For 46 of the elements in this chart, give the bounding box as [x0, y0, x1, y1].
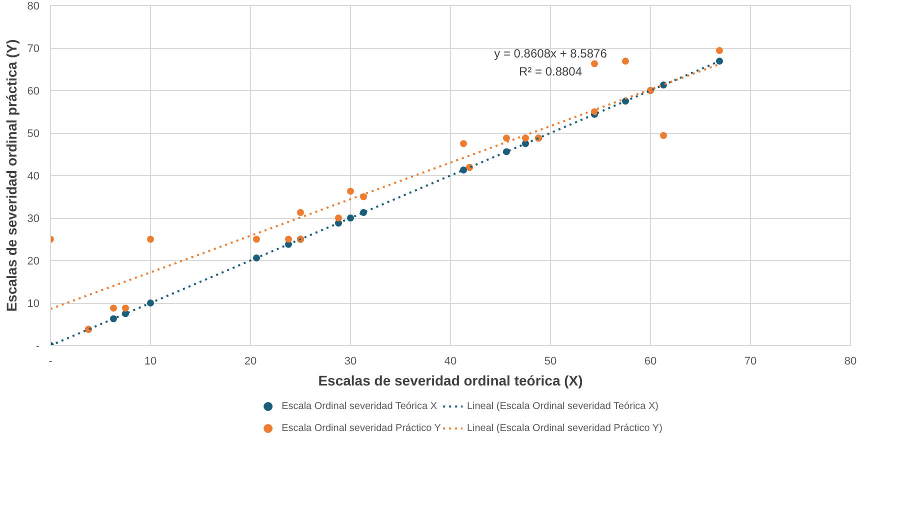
point [522, 134, 529, 142]
point [122, 304, 129, 312]
point [503, 134, 510, 142]
point [716, 58, 723, 65]
y-axis-title: Escalas de severidad ordinal práctica (Y) [3, 39, 20, 312]
x-tick-label: 10 [144, 356, 157, 368]
y-tick-label: 30 [27, 213, 40, 225]
point [147, 300, 154, 306]
x-tick-label: 30 [344, 356, 357, 368]
point [253, 236, 260, 243]
x-tick-label: 70 [744, 356, 757, 368]
legend-label: Lineal (Escala Ordinal severidad Teórica X) [466, 400, 659, 412]
point [335, 214, 342, 222]
point [253, 254, 260, 262]
point [285, 236, 292, 243]
x-axis-title: Escalas de severidad ordinal teórica (X) [318, 372, 583, 388]
x-tick-label: 40 [444, 356, 457, 368]
y-tick-label: 50 [27, 128, 40, 140]
point [460, 140, 467, 148]
y-tick-label: 80 [27, 0, 40, 12]
x-tick-label: 80 [844, 356, 857, 368]
x-tick-label: 20 [244, 356, 257, 368]
point [147, 236, 154, 243]
point [660, 132, 667, 140]
annotation: y = 0.8608x + 8.5876 [494, 46, 608, 60]
point [360, 193, 367, 200]
y-tick-label: 10 [27, 298, 40, 310]
annotation: R² = 0.8804 [518, 64, 582, 78]
point [347, 214, 354, 222]
point [591, 60, 598, 68]
y-tick-label: 60 [27, 86, 40, 98]
x-tick-label: 60 [644, 356, 657, 368]
y-tick-label: 70 [27, 43, 40, 55]
x-tick-label: 50 [544, 356, 557, 368]
y-tick-label: - [36, 340, 40, 352]
point [110, 304, 117, 312]
legend-label: Escala Ordinal severidad Teórica X [282, 400, 438, 412]
point [622, 58, 629, 65]
legend-label: Escala Ordinal severidad Práctico Y [282, 422, 441, 434]
point [297, 208, 304, 216]
y-tick-label: 20 [27, 256, 40, 268]
legend-label: Lineal (Escala Ordinal severidad Práctico Y) [466, 422, 662, 434]
point [347, 188, 354, 195]
y-tick-label: 40 [27, 170, 40, 182]
point [716, 47, 723, 54]
x-tick-label: - [48, 356, 53, 368]
